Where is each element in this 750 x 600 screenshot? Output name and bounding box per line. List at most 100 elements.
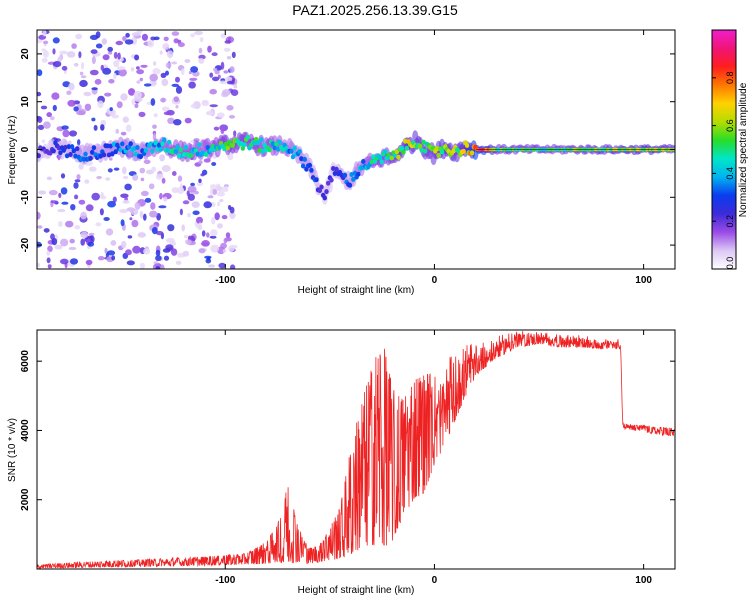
ridge-core <box>160 141 165 147</box>
noise-blob <box>74 225 81 230</box>
colorbar-tick-label: 0.0 <box>725 257 735 270</box>
noise-blob <box>171 187 179 194</box>
noise-blob <box>224 76 233 82</box>
noise-blob <box>60 173 66 179</box>
noise-blob <box>223 47 231 52</box>
noise-blob <box>223 238 228 244</box>
noise-blob <box>126 207 136 212</box>
noise-blob <box>171 83 180 87</box>
noise-blob <box>220 128 225 135</box>
ridge-core <box>242 142 247 148</box>
noise-blob <box>52 104 57 112</box>
noise-blob <box>198 178 202 183</box>
noise-blob <box>88 166 97 172</box>
noise-blob <box>136 80 141 84</box>
noise-blob <box>211 52 218 57</box>
noise-blob <box>125 249 132 256</box>
ridge-core <box>222 146 227 152</box>
noise-blob <box>167 117 175 125</box>
noise-blob <box>173 119 182 126</box>
noise-blob <box>134 103 139 108</box>
noise-blob <box>226 56 232 60</box>
noise-blob <box>88 232 95 236</box>
noise-blob <box>116 101 123 109</box>
ridge-core <box>155 146 160 152</box>
chart-title: PAZ1.2025.256.13.39.G15 <box>292 2 458 18</box>
noise-blob <box>128 88 136 96</box>
noise-blob <box>208 264 216 268</box>
noise-blob <box>140 64 148 68</box>
noise-blob <box>62 129 70 138</box>
noise-blob <box>207 195 214 199</box>
noise-blob <box>221 215 228 220</box>
noise-blob <box>215 185 222 192</box>
noise-blob <box>196 216 203 224</box>
snr-panel: -100 0 100 2000 4000 6000 Height of straight… <box>7 329 676 596</box>
ridge-core <box>314 177 319 183</box>
spectrogram-x-label: Height of straight line (km) <box>298 285 415 296</box>
colorbar: 0.0 0.2 0.4 0.6 0.8 Normalized spectral ampl… <box>711 29 749 270</box>
noise-blob <box>213 126 220 131</box>
noise-blob <box>140 177 145 182</box>
noise-blob <box>67 99 76 107</box>
noise-blob <box>188 71 192 75</box>
spectrogram-marks <box>37 30 675 269</box>
ridge-core <box>71 148 77 154</box>
noise-blob <box>96 175 102 180</box>
noise-blob <box>162 43 170 50</box>
ridge-core <box>230 142 235 148</box>
noise-blob <box>46 257 51 264</box>
noise-blob <box>115 128 119 134</box>
noise-blob <box>93 124 98 131</box>
spectrogram-y-tick-label: -20 <box>20 237 31 252</box>
noise-blob <box>91 192 100 201</box>
noise-blob <box>152 124 157 129</box>
ridge-core <box>217 144 222 150</box>
noise-blob <box>155 173 164 180</box>
noise-blob <box>126 260 135 266</box>
ridge-core <box>322 195 327 201</box>
ridge-core <box>309 167 314 173</box>
noise-blob <box>182 250 190 257</box>
noise-blob <box>156 213 162 221</box>
ridge-core <box>150 148 155 154</box>
noise-blob <box>190 104 197 109</box>
noise-blob <box>198 47 203 54</box>
noise-blob <box>179 183 183 191</box>
noise-blob <box>79 79 88 88</box>
noise-blob <box>108 79 115 84</box>
snr-frame <box>36 329 676 570</box>
noise-blob <box>189 77 198 81</box>
noise-blob <box>210 244 220 253</box>
noise-blob <box>71 43 77 49</box>
noise-blob <box>163 111 171 116</box>
colorbar-ticks: 0.0 0.2 0.4 0.6 0.8 <box>712 72 735 270</box>
ridge-core <box>178 147 184 153</box>
noise-blob <box>177 42 185 48</box>
noise-blob <box>57 208 66 213</box>
colorbar-tick-label: 0.4 <box>725 167 735 180</box>
ridge-core <box>326 180 331 186</box>
noise-blob <box>60 238 69 247</box>
noise-blob <box>42 30 47 37</box>
ridge-core <box>182 152 187 157</box>
noise-blob <box>187 213 191 218</box>
ridge-core <box>289 148 294 154</box>
ridge-core <box>83 151 88 157</box>
noise-blob <box>46 250 51 256</box>
noise-blob <box>153 36 160 41</box>
noise-blob <box>80 231 89 239</box>
noise-blob <box>139 210 144 219</box>
ridge-core <box>66 144 72 150</box>
ridge-core <box>331 166 336 171</box>
noise-blob <box>206 257 211 261</box>
ridge-core <box>223 141 229 147</box>
noise-blob <box>171 61 178 65</box>
noise-blob <box>74 179 81 183</box>
ridge-core <box>270 141 276 147</box>
noise-blob <box>80 61 85 70</box>
noise-blob <box>233 130 237 137</box>
snr-x-tick-label: 100 <box>635 575 652 586</box>
spectrogram-y-tick-label: 20 <box>20 48 31 60</box>
snr-x-label: Height of straight line (km) <box>298 585 415 596</box>
